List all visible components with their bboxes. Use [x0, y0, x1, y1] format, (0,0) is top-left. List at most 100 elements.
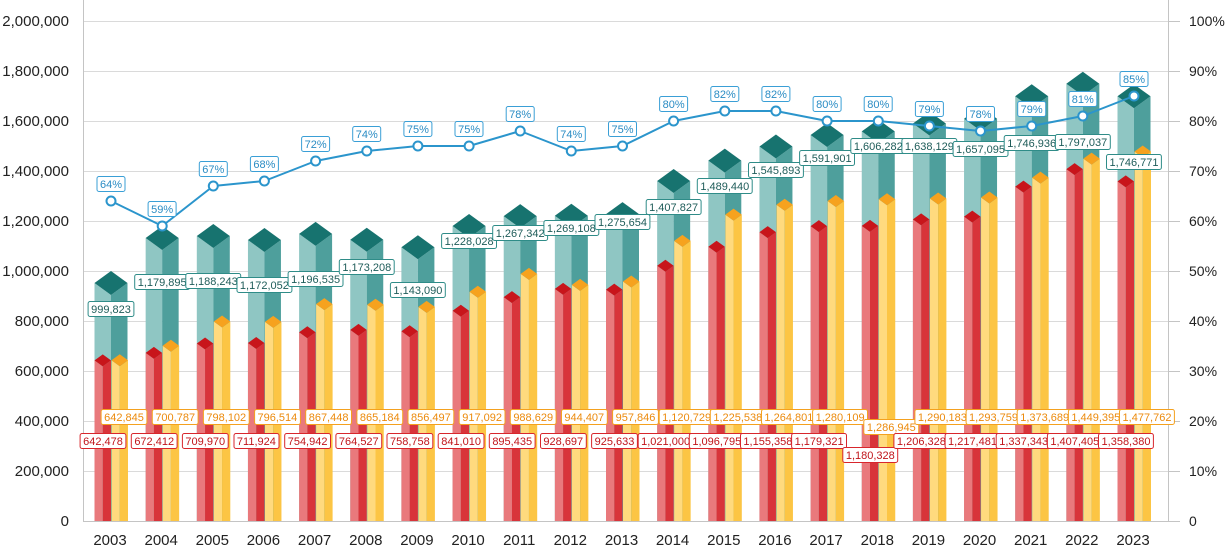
data-labels: 999,823 1,179,895 1,188,243 1,172,052 1,196,… [79, 71, 1175, 463]
data-label-text: 1,143,090 [393, 285, 442, 297]
bar-face-right [733, 214, 742, 522]
data-label-text: 78% [509, 109, 531, 121]
data-label-text: 1,179,321 [795, 436, 844, 448]
x-tick-label: 2003 [93, 532, 126, 546]
data-label-text: 75% [458, 124, 480, 136]
data-label-series-1: 1,489,440 [696, 178, 753, 194]
data-label-text: 1,477,762 [1123, 412, 1172, 424]
data-label-text: 1,293,759 [969, 412, 1018, 424]
bar-face-left [247, 343, 257, 521]
data-label-text: 78% [969, 109, 991, 121]
data-label-box [966, 106, 995, 122]
data-label-series-3: 865,184 [356, 409, 404, 425]
bar-face-left [1083, 158, 1092, 521]
line-marker [310, 155, 322, 167]
line-data-label: 79% [914, 101, 944, 117]
data-label-series-2: 895,435 [488, 433, 536, 449]
line-data-label: 75% [608, 121, 637, 137]
data-label-box [791, 433, 847, 449]
data-label-text: 1,267,342 [496, 228, 545, 240]
y-left-tick-label: 200,000 [15, 463, 69, 480]
data-label-series-1: 1,275,654 [594, 214, 651, 230]
bar-face-left [1066, 169, 1075, 521]
x-tick-label: 2010 [451, 532, 484, 546]
data-label-box [130, 433, 178, 449]
data-label-text: 642,478 [83, 436, 123, 448]
bar-series-2 [606, 283, 623, 521]
x-tick-label: 2014 [656, 532, 689, 546]
line-data-label: 82% [761, 86, 791, 102]
data-label-box [540, 433, 587, 449]
data-label-box [509, 409, 557, 425]
line-marker [821, 115, 833, 127]
bar-series-3 [162, 339, 180, 521]
y-right-tick-label: 50% [1189, 263, 1217, 279]
data-label-series-2: 754,942 [284, 433, 332, 449]
data-label-box [710, 86, 740, 102]
line-marker [617, 140, 628, 152]
bar-face-right [358, 329, 367, 521]
bar-face-right [631, 281, 640, 521]
data-label-box [437, 433, 485, 449]
data-label-text: 709,970 [185, 436, 225, 448]
data-label-text: 758,758 [390, 436, 430, 448]
bar-top [1032, 171, 1049, 184]
data-label-text: 988,629 [513, 412, 553, 424]
data-label-series-2: 1,155,358 [740, 433, 796, 449]
data-label-box [403, 121, 433, 137]
data-label-text: 85% [1123, 74, 1145, 86]
data-label-text: 944,407 [564, 412, 604, 424]
data-label-series-3: 867,448 [305, 409, 353, 425]
data-label-text: 1,373,689 [1020, 412, 1069, 424]
data-label-box [914, 101, 944, 117]
data-label-box [202, 409, 250, 425]
line-data-label: 74% [556, 126, 586, 142]
bar-face-left [912, 219, 922, 521]
bar-face-left [861, 225, 870, 521]
x-tick-label: 2007 [298, 532, 331, 546]
bar-face-right [835, 200, 845, 521]
data-label-text: 917,092 [462, 412, 502, 424]
data-label-text: 75% [611, 124, 633, 136]
bar-top [401, 325, 418, 338]
bar-top [861, 119, 895, 144]
data-label-box [561, 409, 608, 425]
bar-face-right [989, 197, 998, 522]
data-label-box [96, 176, 126, 192]
data-label-text: 64% [100, 179, 122, 191]
data-label-box [842, 447, 899, 463]
bar-face-left [725, 214, 734, 522]
bar-series-3 [1083, 152, 1100, 521]
y-left-tick-label: 0 [61, 513, 69, 530]
data-label-box [556, 126, 586, 142]
line-data-label: 82% [710, 86, 740, 102]
data-label-text: 700,787 [155, 412, 195, 424]
bar-face-right [887, 199, 896, 522]
bar-top [503, 204, 537, 229]
bar-top [401, 235, 435, 260]
y-left-tick-label: 600,000 [15, 363, 69, 380]
bar-face-right [938, 198, 947, 521]
bar-face-right [972, 216, 981, 521]
data-label-text: 1,746,771 [1110, 157, 1159, 169]
bar-top [964, 210, 981, 223]
bar-top [520, 267, 538, 280]
bar-series-3 [520, 267, 538, 521]
data-label-series-1: 1,746,771 [1106, 154, 1162, 170]
line-data-label: 80% [659, 96, 689, 112]
data-label-text: 1,021,000 [641, 436, 690, 448]
data-label-series-3: 1,286,945 [863, 419, 920, 435]
bar-top [810, 220, 828, 233]
data-label-box [407, 409, 455, 425]
bar-series-3 [725, 208, 742, 522]
data-label-text: 1,228,028 [445, 236, 494, 248]
data-label-series-2: 1,337,343 [995, 433, 1052, 449]
data-label-series-1: 1,638,129 [901, 138, 958, 154]
data-label-box [659, 96, 689, 112]
data-label-box [608, 121, 637, 137]
data-label-text: 67% [202, 164, 224, 176]
bar-top [469, 285, 487, 298]
line-data-label: 75% [403, 121, 433, 137]
bar-face-left [520, 273, 529, 521]
data-label-box [335, 433, 383, 449]
